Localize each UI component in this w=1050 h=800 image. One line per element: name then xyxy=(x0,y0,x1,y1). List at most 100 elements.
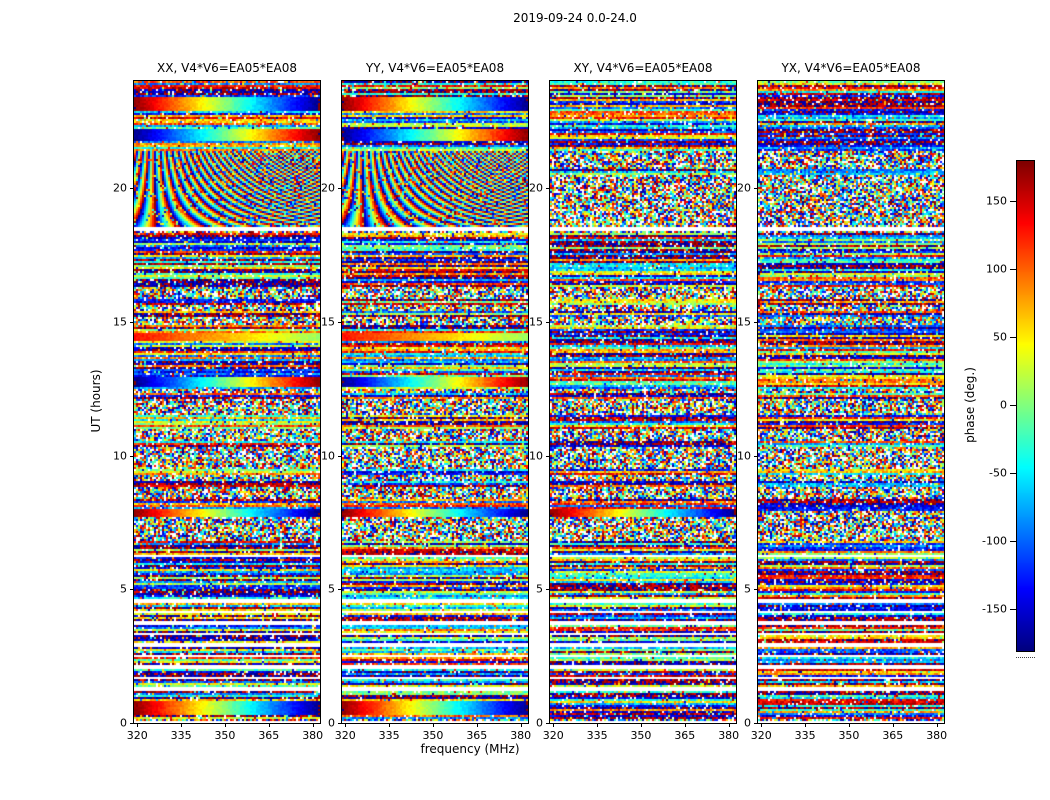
y-tick xyxy=(338,188,342,189)
colorbar-tick-label: 0 xyxy=(1000,398,1007,412)
y-tick xyxy=(546,723,550,724)
y-tick-label: 5 xyxy=(120,582,127,596)
x-tick xyxy=(312,723,314,727)
x-tick xyxy=(892,723,894,727)
x-tick xyxy=(684,723,686,727)
x-tick-label: 350 xyxy=(630,729,652,742)
colorbar-tick xyxy=(1010,541,1016,543)
x-tick-label: 365 xyxy=(258,729,280,742)
panel-title-xy: XY, V4*V6=EA05*EA08 xyxy=(573,61,713,75)
x-tick-label: 365 xyxy=(674,729,696,742)
y-tick xyxy=(754,188,758,189)
colorbar-tick-label: 50 xyxy=(993,330,1007,344)
y-tick-label: 5 xyxy=(328,582,335,596)
y-tick xyxy=(754,589,758,591)
figure-title: 2019-09-24 0.0-24.0 xyxy=(513,11,637,25)
x-tick xyxy=(345,723,347,727)
x-tick xyxy=(761,723,763,727)
colorbar-tick-label: -50 xyxy=(989,466,1007,480)
y-tick xyxy=(546,321,550,323)
colorbar xyxy=(1016,160,1035,652)
x-tick xyxy=(936,723,938,727)
y-tick-label: 20 xyxy=(737,181,751,195)
panel-yx: YX, V4*V6=EA05*EA08 320 335 350 365 380 0 5 10 15… xyxy=(737,61,947,742)
colorbar-tick-label: -100 xyxy=(982,534,1007,548)
y-tick xyxy=(754,455,758,457)
y-tick xyxy=(754,723,758,724)
y-tick-label: 15 xyxy=(529,315,543,329)
x-tick-label: 380 xyxy=(510,729,532,742)
x-tick-label: 320 xyxy=(334,729,356,742)
x-tick-label: 380 xyxy=(302,729,324,742)
y-tick-label: 10 xyxy=(529,449,543,462)
y-tick xyxy=(546,589,550,591)
heatmap-xx xyxy=(134,81,320,723)
x-tick-label: 365 xyxy=(466,729,488,742)
x-tick xyxy=(520,723,522,727)
x-tick xyxy=(224,723,226,727)
panel-xy: XY, V4*V6=EA05*EA08 320 335 350 365 380 0 5 10 15… xyxy=(529,61,739,742)
x-tick-label: 365 xyxy=(882,729,904,742)
colorbar-tick xyxy=(1010,200,1016,202)
colorbar-gradient xyxy=(1017,161,1034,651)
y-tick xyxy=(546,455,550,457)
y-tick-label: 20 xyxy=(529,181,543,195)
x-tick xyxy=(848,723,850,727)
y-tick-label: 15 xyxy=(737,315,751,329)
x-tick-label: 335 xyxy=(378,729,400,742)
x-tick-label: 335 xyxy=(586,729,608,742)
y-tick-label: 0 xyxy=(744,716,751,730)
x-tick xyxy=(432,723,434,727)
x-tick-label: 320 xyxy=(126,729,148,742)
y-tick xyxy=(338,321,342,323)
heatmap-yx xyxy=(758,81,944,723)
x-axis-label: frequency (MHz) xyxy=(420,742,520,756)
x-tick-label: 350 xyxy=(422,729,444,742)
y-tick xyxy=(754,321,758,323)
x-tick xyxy=(805,723,807,727)
y-tick-label: 5 xyxy=(536,582,543,596)
y-tick xyxy=(546,188,550,189)
colorbar-tick-label: 100 xyxy=(986,262,1007,276)
x-tick xyxy=(137,723,139,727)
panel-title-yy: YY, V4*V6=EA05*EA08 xyxy=(365,61,505,75)
y-tick-label: 15 xyxy=(321,315,335,329)
y-axis-label: UT (hours) xyxy=(89,369,103,433)
y-tick xyxy=(338,589,342,591)
y-tick-label: 0 xyxy=(328,716,335,730)
panel-title-xx: XX, V4*V6=EA05*EA08 xyxy=(157,61,297,75)
colorbar-tick xyxy=(1010,268,1016,270)
colorbar-tick xyxy=(1010,336,1016,338)
panel-title-yx: YX, V4*V6=EA05*EA08 xyxy=(781,61,921,75)
x-tick xyxy=(181,723,183,727)
y-tick xyxy=(130,723,134,724)
y-tick-label: 10 xyxy=(737,449,751,462)
x-tick-label: 335 xyxy=(794,729,816,742)
y-tick xyxy=(338,723,342,724)
x-tick-label: 380 xyxy=(718,729,740,742)
colorbar-dotted-edge xyxy=(1016,657,1035,658)
x-tick-label: 335 xyxy=(170,729,192,742)
y-tick xyxy=(338,455,342,457)
y-tick-label: 5 xyxy=(744,582,751,596)
colorbar-tick xyxy=(1010,609,1016,611)
x-tick-label: 350 xyxy=(838,729,860,742)
y-tick-label: 20 xyxy=(321,181,335,195)
panel-yy: YY, V4*V6=EA05*EA08 320 335 350 365 380 0 5 10 15… xyxy=(321,61,531,742)
x-tick-label: 320 xyxy=(750,729,772,742)
x-tick xyxy=(640,723,642,727)
colorbar-tick-label: 150 xyxy=(986,194,1007,208)
x-tick-label: 380 xyxy=(926,729,948,742)
x-tick xyxy=(476,723,478,727)
y-tick-label: 10 xyxy=(321,449,335,462)
heatmap-yy xyxy=(342,81,528,723)
panel-xx: XX, V4*V6=EA05*EA08 320 335 350 365 380 0 5 10 15… xyxy=(113,61,323,742)
colorbar-tick-label: -150 xyxy=(982,602,1007,616)
y-tick-label: 0 xyxy=(536,716,543,730)
y-tick xyxy=(130,455,134,457)
x-tick-label: 350 xyxy=(214,729,236,742)
x-tick xyxy=(268,723,270,727)
colorbar-tick xyxy=(1010,473,1016,475)
x-tick xyxy=(553,723,555,727)
